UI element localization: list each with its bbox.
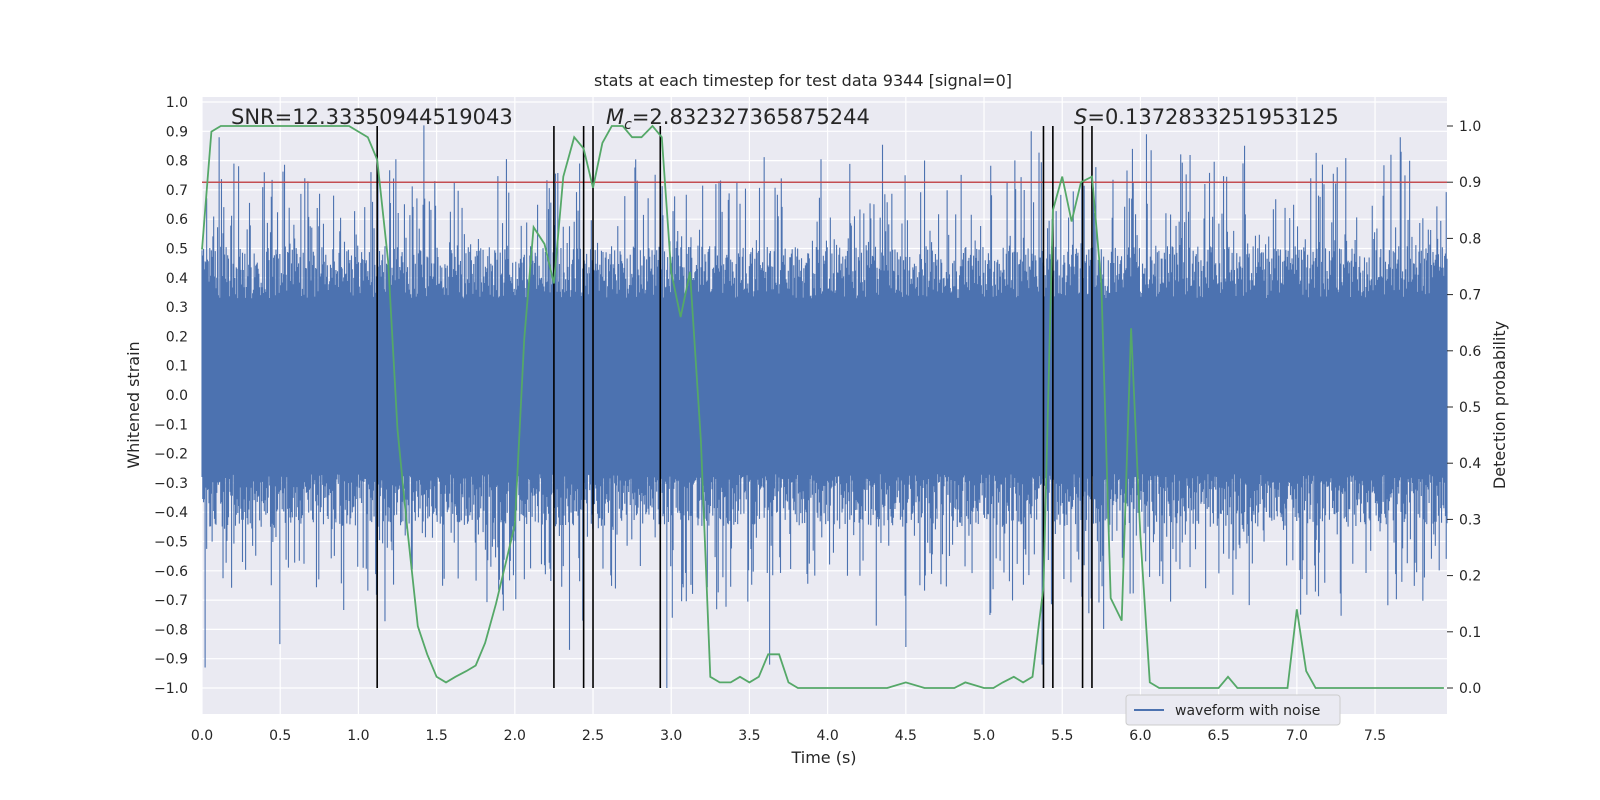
y-left-tick-label: −0.7 bbox=[154, 593, 188, 609]
x-tick-label: 7.0 bbox=[1286, 728, 1308, 744]
y-right-tick-label: 0.5 bbox=[1459, 400, 1481, 416]
y-left-tick-label: −0.5 bbox=[154, 535, 188, 551]
chart-title: stats at each timestep for test data 934… bbox=[594, 71, 1012, 90]
spin-value: =0.1372833251953125 bbox=[1087, 105, 1338, 129]
x-tick-label: 3.5 bbox=[738, 728, 760, 744]
y-right-axis-label: Detection probability bbox=[1490, 321, 1509, 489]
y-left-tick-label: 0.5 bbox=[166, 242, 188, 258]
y-left-tick-label: 0.9 bbox=[166, 124, 188, 140]
y-right-tick-label: 1.0 bbox=[1459, 119, 1481, 135]
y-right-tick-label: 0.4 bbox=[1459, 456, 1481, 472]
y-right-axis-ticks: 1.0 0.9 0.8 0.7 0.6 0.5 0.4 0.3 0.2 0.1 0.0 bbox=[1447, 119, 1481, 697]
x-tick-label: 1.0 bbox=[347, 728, 369, 744]
y-left-tick-label: 0.4 bbox=[166, 271, 188, 287]
y-right-tick-label: 0.0 bbox=[1459, 681, 1481, 697]
detection-probability-line bbox=[201, 124, 1444, 689]
y-left-tick-label: −0.1 bbox=[154, 417, 188, 433]
y-left-tick-label: −0.2 bbox=[154, 447, 188, 463]
legend-label-waveform: waveform with noise bbox=[1175, 703, 1320, 719]
x-axis-ticks: 0.0 0.5 1.0 1.5 2.0 2.5 3.0 3.5 4.0 4.5 5.0 5.5 6.0 6… bbox=[191, 728, 1386, 744]
y-right-tick-label: 0.6 bbox=[1459, 344, 1481, 360]
spin-symbol: S bbox=[1074, 105, 1087, 129]
x-tick-label: 0.0 bbox=[191, 728, 213, 744]
y-left-tick-label: −0.8 bbox=[154, 622, 188, 638]
x-tick-label: 7.5 bbox=[1364, 728, 1386, 744]
y-left-axis-label: Whitened strain bbox=[124, 341, 143, 468]
y-right-tick-label: 0.1 bbox=[1459, 625, 1481, 641]
y-left-tick-label: 0.0 bbox=[166, 388, 188, 404]
y-left-tick-label: 0.8 bbox=[166, 154, 188, 170]
x-tick-label: 5.5 bbox=[1051, 728, 1073, 744]
snr-annotation: SNR=12.33350944519043 bbox=[231, 105, 513, 129]
x-tick-label: 6.0 bbox=[1129, 728, 1151, 744]
x-tick-label: 0.5 bbox=[269, 728, 291, 744]
x-tick-label: 3.0 bbox=[660, 728, 682, 744]
chirp-mass-annotation: Mc=2.832327365875244 bbox=[606, 105, 870, 133]
x-tick-label: 5.0 bbox=[973, 728, 995, 744]
overlay-layer bbox=[201, 124, 1447, 689]
y-left-tick-label: −1.0 bbox=[154, 681, 188, 697]
waveform-path bbox=[201, 125, 1448, 688]
x-tick-label: 4.0 bbox=[816, 728, 838, 744]
y-left-tick-label: −0.6 bbox=[154, 564, 188, 580]
waveform-series bbox=[201, 125, 1448, 688]
x-tick-label: 4.5 bbox=[895, 728, 917, 744]
legend-box bbox=[1125, 694, 1341, 726]
x-axis-label: Time (s) bbox=[790, 748, 856, 767]
y-right-tick-label: 0.3 bbox=[1459, 512, 1481, 528]
x-tick-label: 2.5 bbox=[582, 728, 604, 744]
x-tick-label: 1.5 bbox=[425, 728, 447, 744]
y-left-tick-label: 0.3 bbox=[166, 300, 188, 316]
y-left-tick-label: −0.4 bbox=[154, 505, 188, 521]
y-left-tick-label: 0.1 bbox=[166, 359, 188, 375]
y-left-tick-label: −0.9 bbox=[154, 652, 188, 668]
spin-annotation: S=0.1372833251953125 bbox=[1074, 105, 1339, 129]
legend: waveform with noise bbox=[1125, 694, 1341, 726]
chirp-mass-subscript: c bbox=[624, 117, 632, 133]
x-tick-label: 6.5 bbox=[1208, 728, 1230, 744]
y-right-tick-label: 0.7 bbox=[1459, 288, 1481, 304]
y-right-tick-label: 0.8 bbox=[1459, 231, 1481, 247]
y-left-tick-label: 0.2 bbox=[166, 329, 188, 345]
chirp-mass-value: =2.832327365875244 bbox=[632, 105, 870, 129]
y-left-axis-ticks: 1.0 0.9 0.8 0.7 0.6 0.5 0.4 0.3 0.2 0.1 0.0 −0.1 −0.… bbox=[154, 95, 188, 697]
y-left-tick-label: 0.6 bbox=[166, 212, 188, 228]
y-right-tick-label: 0.9 bbox=[1459, 175, 1481, 191]
y-right-tick-label: 0.2 bbox=[1459, 569, 1481, 585]
x-tick-label: 2.0 bbox=[504, 728, 526, 744]
y-left-tick-label: −0.3 bbox=[154, 476, 188, 492]
chirp-mass-symbol: M bbox=[606, 105, 624, 129]
y-left-tick-label: 1.0 bbox=[166, 95, 188, 111]
y-left-tick-label: 0.7 bbox=[166, 183, 188, 199]
